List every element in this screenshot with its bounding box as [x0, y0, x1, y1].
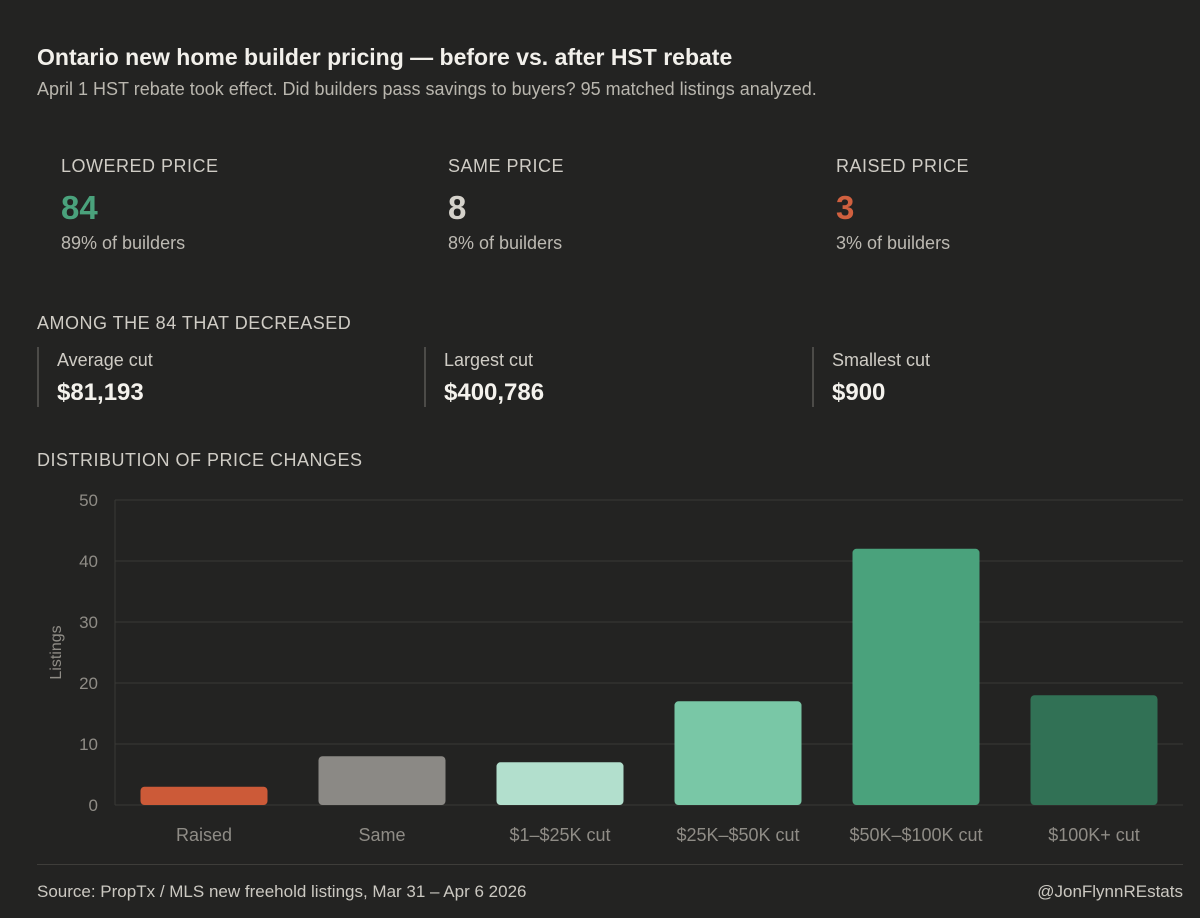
- x-tick-label: $100K+ cut: [1048, 825, 1140, 845]
- y-axis-label: Listings: [48, 625, 65, 679]
- bar-2: [496, 762, 624, 805]
- smallest-cut-label: Smallest cut: [832, 350, 931, 370]
- average-cut-value: $81,193: [57, 379, 144, 406]
- bar-0: [140, 786, 268, 805]
- footer-source: Source: PropTx / MLS new freehold listin…: [37, 882, 527, 901]
- x-tick-label: $50K–$100K cut: [849, 825, 982, 845]
- average-cut: Average cut $81,193: [37, 347, 153, 407]
- decreased-section-label: AMONG THE 84 THAT DECREASED: [37, 313, 352, 333]
- largest-cut-value: $400,786: [444, 379, 545, 406]
- x-tick-label: $25K–$50K cut: [676, 825, 799, 845]
- stat-same: SAME PRICE 8 8% of builders: [448, 156, 564, 254]
- y-tick-label: 20: [79, 674, 98, 693]
- y-tick-label: 10: [79, 735, 98, 754]
- largest-cut-label: Largest cut: [444, 350, 534, 370]
- footer-handle: @JonFlynnREstats: [1037, 882, 1183, 901]
- stat-raised-value: 3: [836, 189, 855, 226]
- footer-divider: [37, 864, 1183, 865]
- chart-title: Ontario new home builder pricing — befor…: [37, 44, 733, 70]
- chart-subtitle: April 1 HST rebate took effect. Did buil…: [37, 79, 817, 99]
- y-tick-label: 30: [79, 613, 98, 632]
- stat-lowered-value: 84: [61, 189, 98, 226]
- stat-lowered-label: LOWERED PRICE: [61, 156, 219, 176]
- stat-same-value: 8: [448, 189, 467, 226]
- bar-3: [674, 701, 802, 805]
- distribution-section-label: DISTRIBUTION OF PRICE CHANGES: [37, 450, 363, 470]
- stat-raised-label: RAISED PRICE: [836, 156, 970, 176]
- y-tick-label: 40: [79, 552, 98, 571]
- y-tick-label: 0: [89, 796, 98, 815]
- largest-cut: Largest cut $400,786: [424, 347, 544, 407]
- y-tick-label: 50: [79, 491, 98, 510]
- x-tick-label: $1–$25K cut: [509, 825, 610, 845]
- bar-4: [852, 548, 980, 805]
- stat-same-sub: 8% of builders: [448, 233, 563, 253]
- average-cut-label: Average cut: [57, 350, 153, 370]
- distribution-bar-chart: 0 10 20 30 40 50 Listings Raised Same $1–$25K cut…: [48, 491, 1183, 845]
- stat-same-label: SAME PRICE: [448, 156, 565, 176]
- stat-raised: RAISED PRICE 3 3% of builders: [836, 156, 969, 254]
- stat-lowered: LOWERED PRICE 84 89% of builders: [61, 156, 219, 254]
- stat-lowered-sub: 89% of builders: [61, 233, 186, 253]
- x-tick-label: Same: [358, 825, 405, 845]
- bar-1: [318, 756, 446, 805]
- bar-5: [1030, 695, 1158, 805]
- smallest-cut-value: $900: [832, 379, 886, 406]
- stat-raised-sub: 3% of builders: [836, 233, 951, 253]
- smallest-cut: Smallest cut $900: [812, 347, 930, 407]
- x-tick-label: Raised: [176, 825, 232, 845]
